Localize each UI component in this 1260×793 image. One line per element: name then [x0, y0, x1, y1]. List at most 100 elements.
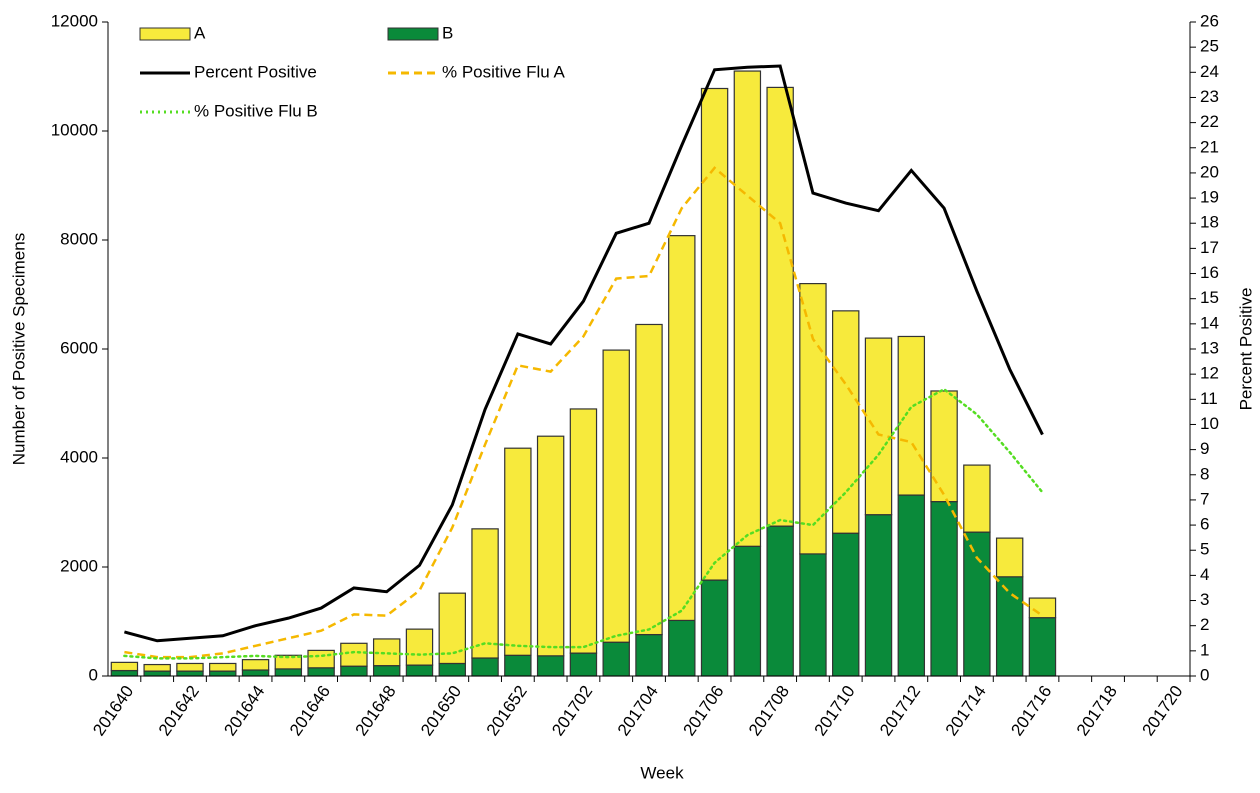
- bar-segment: [864, 337, 893, 516]
- x-tick-label: 201720: [1138, 682, 1186, 739]
- bar-segment: [995, 537, 1024, 578]
- line: [124, 64, 1044, 643]
- x-tick-label: 201704: [614, 682, 662, 739]
- y2-tick-label: 25: [1200, 37, 1219, 56]
- y2-tick-label: 17: [1200, 238, 1219, 257]
- x-tick-label: 201710: [811, 682, 859, 739]
- y2-tick-label: 7: [1200, 489, 1209, 508]
- bar-segment: [209, 662, 237, 672]
- bar-segment: [143, 663, 171, 672]
- y2-tick-label: 6: [1200, 515, 1209, 534]
- x-tick-label: 201652: [483, 682, 531, 739]
- bar-segment: [668, 619, 696, 677]
- bar-segment: [602, 349, 630, 643]
- y2-tick-label: 20: [1200, 162, 1219, 181]
- bar-segment: [897, 494, 926, 677]
- bar-segment: [832, 310, 860, 534]
- bar-segment: [733, 70, 762, 547]
- y-tick-label: 8000: [60, 229, 98, 248]
- legend-swatch: [139, 27, 191, 41]
- y2-tick-label: 22: [1200, 112, 1219, 131]
- bar-segment: [274, 654, 303, 670]
- bar-segment: [405, 628, 434, 666]
- y-tick-label: 4000: [60, 447, 98, 466]
- bar-segment: [864, 514, 893, 677]
- bar-segment: [799, 553, 827, 677]
- bar-segment: [209, 670, 237, 677]
- y-tick-label: 0: [89, 665, 98, 684]
- bar-segment: [405, 664, 434, 677]
- y2-tick-label: 26: [1200, 11, 1219, 30]
- x-tick-label: 201644: [220, 682, 268, 739]
- y-tick-label: 12000: [51, 11, 98, 30]
- bar-segment: [110, 661, 139, 672]
- bar-segment: [504, 447, 532, 656]
- y2-tick-label: 14: [1200, 313, 1219, 332]
- bar-segment: [241, 669, 270, 677]
- bar-segment: [241, 659, 270, 671]
- y2-tick-label: 5: [1200, 540, 1209, 559]
- y2-tick-label: 12: [1200, 364, 1219, 383]
- bar-segment: [700, 579, 729, 677]
- y-tick-label: 2000: [60, 556, 98, 575]
- x-tick-label: 201718: [1073, 682, 1121, 739]
- x-tick-label: 201646: [286, 682, 334, 739]
- legend-label: B: [442, 23, 453, 42]
- bar-segment: [963, 531, 991, 677]
- x-tick-label: 201648: [352, 682, 400, 739]
- y2-tick-label: 23: [1200, 87, 1219, 106]
- bar-segment: [930, 501, 958, 677]
- x-tick-label: 201642: [155, 682, 203, 739]
- x-tick-label: 201716: [1007, 682, 1055, 739]
- y2-tick-label: 15: [1200, 288, 1219, 307]
- bar-segment: [897, 335, 926, 496]
- x-tick-label: 201650: [417, 682, 465, 739]
- bar-segment: [307, 667, 335, 677]
- x-axis-label: Week: [640, 763, 684, 782]
- bar-segment: [372, 665, 401, 677]
- x-tick-label: 201714: [942, 682, 990, 739]
- y2-tick-label: 11: [1200, 389, 1218, 408]
- bar-segment: [340, 642, 368, 667]
- y2-tick-label: 9: [1200, 439, 1209, 458]
- bar-segment: [504, 654, 532, 677]
- legend-swatch: [387, 27, 439, 41]
- y2-axis-label: Percent Positive: [1236, 288, 1255, 411]
- bar-segment: [569, 652, 598, 677]
- x-tick-label: 201708: [745, 682, 793, 739]
- bar-segment: [635, 323, 663, 636]
- bar-segment: [668, 235, 696, 622]
- legend-label: A: [194, 23, 206, 42]
- y2-tick-label: 8: [1200, 464, 1209, 483]
- bar-segment: [307, 649, 335, 669]
- bar-segment: [1028, 597, 1057, 619]
- bar-segment: [569, 408, 598, 654]
- y2-tick-label: 16: [1200, 263, 1219, 282]
- y2-tick-label: 13: [1200, 338, 1219, 357]
- y2-tick-label: 2: [1200, 615, 1209, 634]
- bar-segment: [372, 638, 401, 667]
- bar-segment: [700, 87, 729, 581]
- x-tick-label: 201712: [876, 682, 924, 739]
- y2-tick-label: 18: [1200, 213, 1219, 232]
- bar-segment: [274, 668, 303, 677]
- bar-segment: [340, 665, 368, 677]
- y2-tick-label: 3: [1200, 590, 1209, 609]
- y2-tick-label: 10: [1200, 414, 1219, 433]
- bar-segment: [110, 669, 139, 677]
- x-tick-label: 201702: [548, 682, 596, 739]
- bar-segment: [471, 657, 499, 677]
- y2-tick-label: 24: [1200, 62, 1219, 81]
- y2-tick-label: 4: [1200, 565, 1209, 584]
- bar-segment: [799, 283, 827, 555]
- bar-segment: [536, 435, 565, 657]
- y-axis-label: Number of Positive Specimens: [9, 233, 28, 465]
- y-tick-label: 6000: [60, 338, 98, 357]
- bar-segment: [602, 641, 630, 677]
- y2-tick-label: 19: [1200, 188, 1219, 207]
- bar-segment: [832, 532, 860, 677]
- bar-segment: [176, 670, 204, 677]
- bar-segment: [766, 86, 794, 527]
- legend-label: % Positive Flu A: [442, 62, 565, 81]
- bar-segment: [635, 633, 663, 677]
